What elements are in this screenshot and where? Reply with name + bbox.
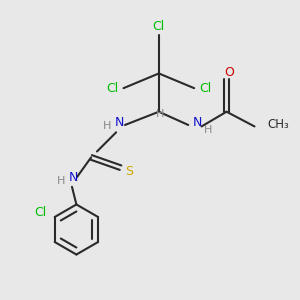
Text: H: H xyxy=(103,122,112,131)
Text: H: H xyxy=(156,109,164,119)
Text: Cl: Cl xyxy=(199,82,212,95)
Text: N: N xyxy=(69,171,78,184)
Text: Cl: Cl xyxy=(106,82,118,95)
Text: CH₃: CH₃ xyxy=(267,118,289,131)
Text: H: H xyxy=(204,125,212,135)
Text: H: H xyxy=(57,176,65,186)
Text: Cl: Cl xyxy=(34,206,47,219)
Text: Cl: Cl xyxy=(153,20,165,33)
Text: N: N xyxy=(114,116,124,129)
Text: S: S xyxy=(125,165,134,178)
Text: N: N xyxy=(192,116,202,129)
Text: O: O xyxy=(225,66,234,80)
